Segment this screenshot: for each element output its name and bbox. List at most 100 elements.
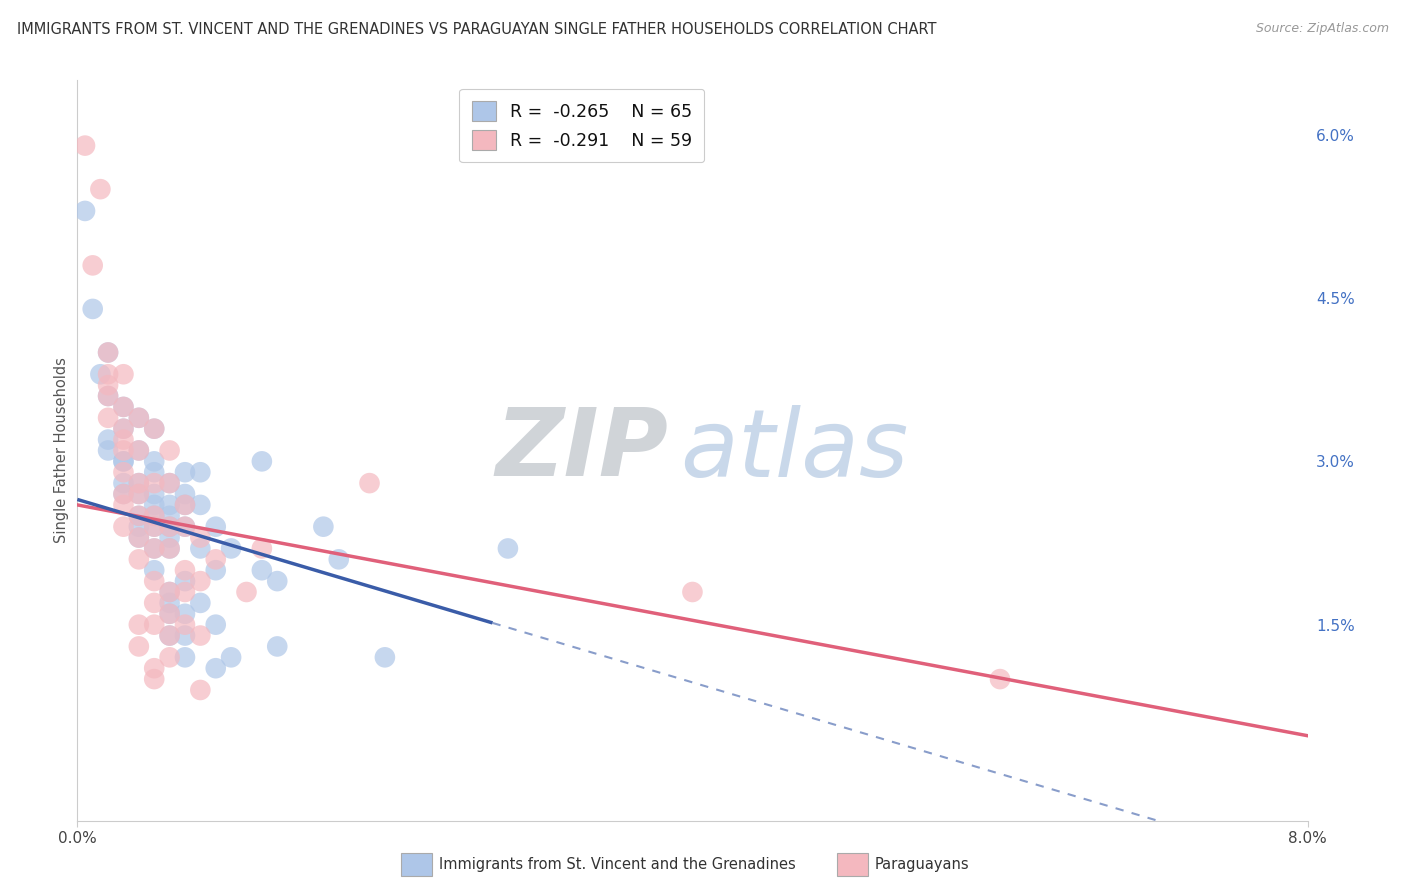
Point	[143, 487, 166, 501]
Point	[174, 607, 197, 621]
Point	[89, 368, 111, 382]
Point	[250, 563, 273, 577]
Point	[143, 508, 166, 523]
Point	[143, 519, 166, 533]
Point	[143, 541, 166, 556]
Text: Immigrants from St. Vincent and the Grenadines: Immigrants from St. Vincent and the Gren…	[439, 857, 796, 871]
Point	[219, 650, 242, 665]
Point	[174, 498, 197, 512]
Point	[112, 433, 135, 447]
Point	[174, 519, 197, 533]
Point	[374, 650, 396, 665]
Point	[250, 454, 273, 468]
Point	[128, 508, 150, 523]
Point	[159, 585, 181, 599]
Point	[128, 552, 150, 566]
Point	[143, 672, 166, 686]
Point	[128, 410, 150, 425]
Text: IMMIGRANTS FROM ST. VINCENT AND THE GRENADINES VS PARAGUAYAN SINGLE FATHER HOUSE: IMMIGRANTS FROM ST. VINCENT AND THE GREN…	[17, 22, 936, 37]
Point	[112, 454, 135, 468]
Point	[266, 640, 288, 654]
Point	[312, 519, 335, 533]
Point	[159, 508, 181, 523]
Point	[143, 661, 166, 675]
Point	[174, 498, 197, 512]
Point	[128, 531, 150, 545]
Point	[97, 433, 120, 447]
Point	[97, 389, 120, 403]
Point	[266, 574, 288, 588]
Point	[204, 563, 226, 577]
Point	[97, 443, 120, 458]
Point	[143, 498, 166, 512]
Point	[159, 519, 181, 533]
Point	[143, 574, 166, 588]
Point	[143, 422, 166, 436]
Point	[174, 628, 197, 642]
Point	[174, 465, 197, 479]
Text: Paraguayans: Paraguayans	[875, 857, 969, 871]
Point	[250, 541, 273, 556]
Point	[204, 552, 226, 566]
Point	[159, 443, 181, 458]
Point	[143, 476, 166, 491]
Point	[159, 585, 181, 599]
Point	[988, 672, 1011, 686]
Point	[89, 182, 111, 196]
Point	[73, 138, 96, 153]
Point	[128, 508, 150, 523]
Point	[112, 498, 135, 512]
Point	[143, 422, 166, 436]
Point	[73, 203, 96, 218]
Point	[112, 400, 135, 414]
Point	[97, 368, 120, 382]
Point	[128, 487, 150, 501]
Point	[174, 617, 197, 632]
Point	[188, 596, 212, 610]
Point	[112, 487, 135, 501]
Point	[82, 301, 104, 316]
Point	[112, 476, 135, 491]
Point	[128, 410, 150, 425]
Point	[159, 476, 181, 491]
Point	[159, 628, 181, 642]
Point	[204, 617, 226, 632]
Point	[143, 596, 166, 610]
Point	[128, 476, 150, 491]
Point	[112, 443, 135, 458]
Point	[143, 454, 166, 468]
Point	[97, 345, 120, 359]
Point	[328, 552, 350, 566]
Point	[219, 541, 242, 556]
Point	[188, 541, 212, 556]
Point	[174, 650, 197, 665]
Point	[112, 422, 135, 436]
Point	[128, 617, 150, 632]
Point	[128, 519, 150, 533]
Point	[174, 519, 197, 533]
Point	[159, 596, 181, 610]
Point	[143, 563, 166, 577]
Text: Source: ZipAtlas.com: Source: ZipAtlas.com	[1256, 22, 1389, 36]
Point	[143, 465, 166, 479]
Point	[174, 574, 197, 588]
Point	[174, 585, 197, 599]
Point	[359, 476, 381, 491]
Point	[174, 487, 197, 501]
Point	[143, 541, 166, 556]
Point	[128, 487, 150, 501]
Point	[188, 683, 212, 698]
Point	[128, 476, 150, 491]
Point	[82, 259, 104, 273]
Point	[235, 585, 257, 599]
Point	[204, 519, 226, 533]
Point	[112, 422, 135, 436]
Point	[112, 519, 135, 533]
Point	[159, 607, 181, 621]
Point	[188, 574, 212, 588]
Text: atlas: atlas	[681, 405, 908, 496]
Point	[143, 508, 166, 523]
Point	[159, 519, 181, 533]
Point	[143, 519, 166, 533]
Point	[128, 443, 150, 458]
